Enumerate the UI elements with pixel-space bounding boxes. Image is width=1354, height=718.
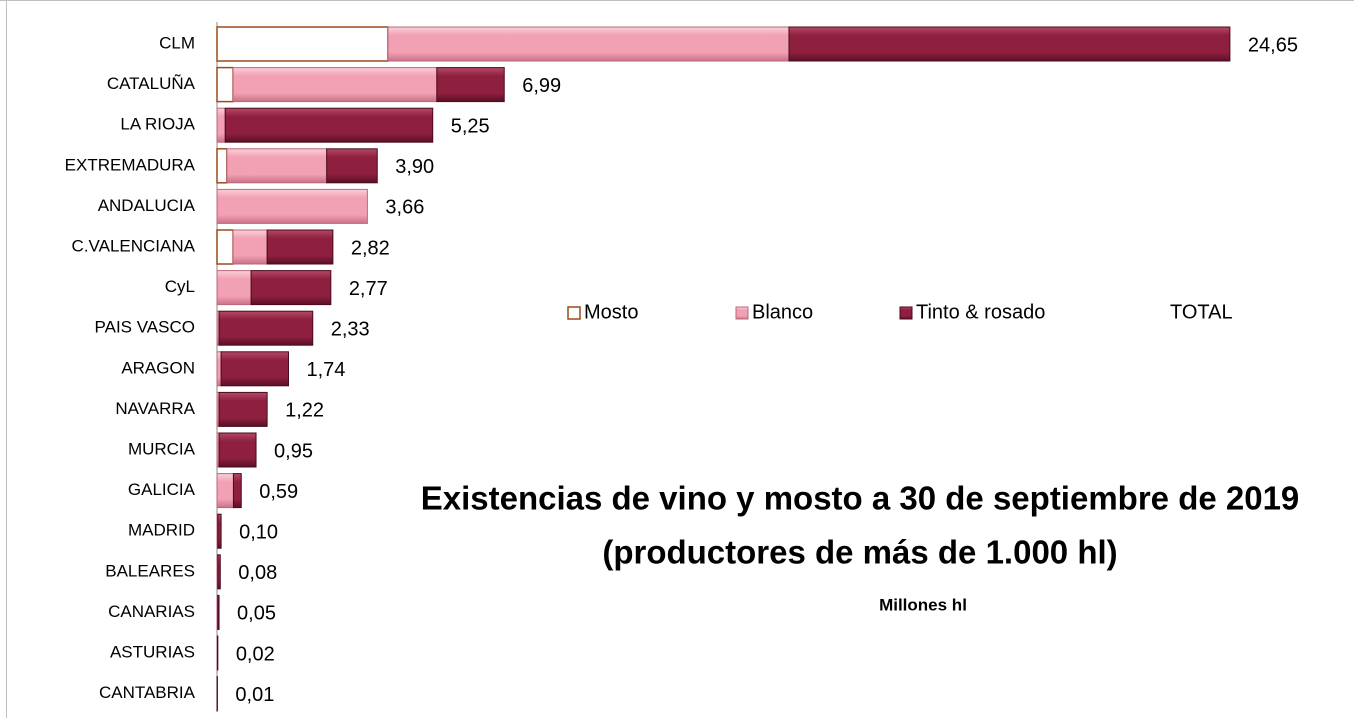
y-tick-label: EXTREMADURA [65,155,196,174]
y-tick-label: NAVARRA [115,399,195,418]
total-label: 2,33 [331,318,370,340]
total-label: 0,95 [274,440,313,462]
bar-segment [216,148,228,184]
bar-segment [216,229,234,265]
y-tick-label: MURCIA [128,439,196,458]
bar-segment [232,473,242,509]
y-tick-label: ARAGON [121,358,195,377]
y-tick-label: LA RIOJA [120,115,195,134]
y-tick-label: MADRID [128,521,195,540]
y-tick-label: PAIS VASCO [95,318,195,337]
total-label: 2,82 [351,237,390,259]
legend-label: Tinto & rosado [916,301,1045,323]
y-tick-label: CANARIAS [108,602,195,621]
chart-title: Existencias de vino y mosto a 30 de sept… [421,480,1300,517]
y-tick-label: CLM [159,33,195,52]
bar-segment [436,67,505,103]
bar-segment [232,67,438,103]
bar-segment [216,66,234,103]
bar-segment [218,391,268,427]
bar-segment [216,107,226,143]
total-label: 0,05 [237,603,276,625]
bar-segment [218,310,314,346]
bar-segment [216,473,234,509]
legend-label: Mosto [584,301,638,323]
y-tick-label: BALEARES [105,561,195,580]
total-label: 5,25 [451,115,490,137]
y-tick-label: CyL [165,277,195,296]
total-label: 0,02 [236,643,275,665]
chart-title: (productores de más de 1.000 hl) [602,534,1117,571]
y-tick-label: GALICIA [128,480,196,499]
total-label: 0,59 [259,481,298,503]
bar-segment [216,270,252,306]
y-tick-label: ASTURIAS [110,642,195,661]
bar-segment [217,513,222,549]
total-label: 1,74 [306,359,345,381]
bar-segment [217,594,220,630]
total-label: 3,90 [395,156,434,178]
legend-swatch [899,306,913,320]
chart-subtitle: Millones hl [879,595,967,614]
total-label: 6,99 [522,75,561,97]
total-label: 24,65 [1248,34,1298,56]
bar-segment [216,188,368,224]
bar-segment [326,148,378,184]
bar-segment [218,432,257,468]
legend-swatch [567,306,581,320]
legend-swatch [735,306,749,320]
total-label: 1,22 [285,400,324,422]
total-label: 2,77 [349,278,388,300]
y-tick-label: ANDALUCIA [98,196,196,215]
legend-label: TOTAL [1170,301,1233,323]
bar-segment [226,148,328,184]
y-tick-label: CANTABRIA [99,683,196,702]
bar-segment [220,351,289,387]
total-label: 0,10 [239,521,278,543]
bar-segment [216,351,222,387]
bar-segment [387,26,790,62]
bar-segment [788,26,1231,62]
total-label: 3,66 [385,197,424,219]
bar-segment [217,554,221,590]
bar-segment [250,270,332,306]
bar-segment [232,229,268,265]
y-tick-label: C.VALENCIANA [72,236,196,255]
legend-label: Blanco [752,301,813,323]
bar-segment [266,229,334,265]
bar-segment [216,26,389,62]
total-label: 0,08 [238,562,277,584]
total-label: 0,01 [235,684,274,706]
y-tick-label: CATALUÑA [107,74,196,93]
bar-segment [224,107,434,143]
